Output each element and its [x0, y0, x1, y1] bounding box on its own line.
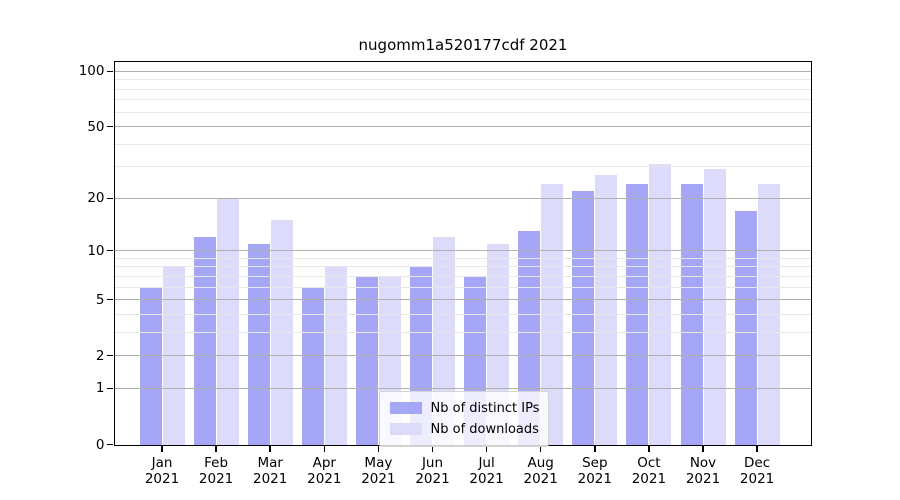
y-tick-mark [106, 249, 113, 252]
x-tick-label-jul: Jul 2021 [469, 454, 504, 488]
plot-area: Nb of distinct IPs Nb of downloads Jan 20… [79, 60, 812, 487]
legend-item-distinct-ips: Nb of distinct IPs [389, 398, 540, 419]
gridline-major [114, 70, 811, 72]
bar-downloads-sep-2021 [595, 175, 618, 445]
gridline-major [114, 126, 811, 128]
gridline-minor [114, 111, 811, 113]
x-tick-label-feb: Feb 2021 [198, 454, 234, 488]
bar-distinct-ips-sep-2021 [572, 190, 595, 445]
x-tick-label-apr: Apr 2021 [307, 454, 342, 488]
bar-distinct-ips-feb-2021 [193, 237, 216, 445]
x-tick-mark [485, 446, 488, 452]
y-tick-mark [106, 443, 113, 446]
bar-distinct-ips-apr-2021 [301, 287, 324, 445]
x-tick-mark [648, 446, 650, 452]
x-tick-label-jan: Jan 2021 [144, 454, 180, 488]
y-tick-mark [106, 70, 113, 73]
x-tick-label-sep: Sep 2021 [577, 454, 612, 488]
gridline-minor [114, 99, 811, 101]
x-tick-mark [702, 446, 704, 452]
x-tick-label-may: May 2021 [361, 454, 396, 488]
y-tick-label-50: 50 [87, 118, 105, 135]
y-tick-mark [106, 354, 113, 357]
bar-distinct-ips-dec-2021 [734, 210, 757, 445]
x-tick-mark [269, 446, 271, 452]
y-tick-label-2: 2 [95, 347, 105, 364]
x-tick-mark [594, 446, 596, 452]
bar-downloads-oct-2021 [649, 164, 672, 445]
bar-downloads-nov-2021 [703, 169, 726, 445]
x-tick-mark [431, 446, 434, 452]
x-tick-mark [377, 446, 380, 452]
legend: Nb of distinct IPs Nb of downloads [378, 390, 549, 447]
y-tick-label-10: 10 [87, 242, 105, 259]
y-tick-mark [106, 387, 113, 390]
y-tick-label-20: 20 [87, 190, 105, 207]
bar-downloads-dec-2021 [757, 184, 780, 445]
x-tick-label-oct: Oct 2021 [631, 454, 667, 488]
y-tick-mark [106, 197, 113, 200]
x-tick-label-dec: Dec 2021 [739, 454, 775, 488]
bar-distinct-ips-mar-2021 [247, 243, 270, 445]
legend-swatch-downloads [389, 423, 422, 435]
bar-downloads-mar-2021 [270, 220, 293, 445]
x-tick-mark [756, 446, 758, 452]
gridline-minor [114, 88, 811, 90]
y-tick-label-5: 5 [95, 291, 105, 308]
x-tick-label-mar: Mar 2021 [253, 454, 288, 488]
y-tick-label-0: 0 [95, 436, 105, 453]
bar-downloads-jan-2021 [162, 266, 185, 445]
y-tick-label-1: 1 [95, 380, 105, 397]
x-tick-label-aug: Aug 2021 [523, 454, 558, 488]
y-tick-label-100: 100 [78, 63, 105, 80]
bar-distinct-ips-may-2021 [355, 276, 378, 445]
bar-distinct-ips-oct-2021 [626, 184, 649, 445]
legend-swatch-distinct-ips [389, 402, 422, 414]
x-tick-mark [323, 446, 326, 452]
bar-distinct-ips-nov-2021 [680, 184, 703, 445]
x-tick-label-jun: Jun 2021 [415, 454, 450, 488]
bar-downloads-feb-2021 [216, 198, 239, 445]
y-tick-mark [106, 125, 113, 128]
gridline-minor [114, 166, 811, 168]
x-tick-mark [215, 446, 217, 452]
chart-title: nugomm1a520177cdf 2021 [358, 36, 568, 54]
x-tick-label-nov: Nov 2021 [685, 454, 721, 488]
gridline-minor [114, 79, 811, 81]
x-tick-mark [161, 446, 163, 452]
bar-downloads-apr-2021 [324, 266, 347, 445]
legend-item-downloads: Nb of downloads [389, 419, 540, 440]
legend-label-downloads: Nb of downloads [430, 421, 539, 437]
y-tick-mark [106, 298, 113, 301]
legend-label-distinct-ips: Nb of distinct IPs [430, 400, 540, 416]
gridline-minor [114, 143, 811, 145]
x-tick-mark [539, 446, 542, 452]
bar-distinct-ips-jan-2021 [139, 287, 162, 445]
